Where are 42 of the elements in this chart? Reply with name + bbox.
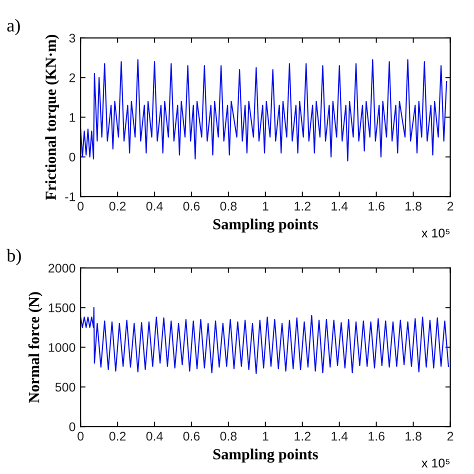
x-tick-label: 1.4 [332,432,348,441]
y-tick-label: 2 [69,73,76,82]
x-tick-label: 1.8 [406,202,422,211]
x-tick-label: 1.4 [332,202,348,210]
x-tick-label: 1.8 [406,432,422,441]
x-tick-label: 0.4 [146,432,163,441]
y-tick-label: -1 [65,192,76,202]
x-tick-label: 0 [78,202,84,211]
x-tick-label: 0.8 [220,432,237,441]
x-tick-label: 0.8 [220,202,237,211]
x-tick-label: 0.2 [109,202,126,211]
x-axis-title: Sampling points [213,448,318,463]
x-tick-label: 2 [447,432,454,441]
y-tick-label: 500 [55,382,76,392]
text: b) [6,248,21,266]
x-tick-label: 1 [262,202,268,210]
x-axis-title: Sampling points [213,218,318,233]
y-axis-title: Frictional torque (KN·m) [45,34,60,200]
line-series [80,59,448,162]
text: x 10⁵ [422,228,450,238]
x-tick-label: 0.6 [183,202,200,211]
y-tick-label: 1500 [48,303,76,312]
x-tick-label: 0.6 [183,432,200,441]
text: a) [7,18,20,36]
x-tick-label: 1.6 [368,202,384,211]
y-tick-label: 1000 [48,343,76,352]
x-tick-label: 1.6 [368,432,384,441]
x-tick-label: 1.2 [294,202,310,210]
x-tick-label: 0 [78,432,84,441]
y-tick-label: 3 [69,34,76,43]
y-tick-label: 2000 [48,264,76,273]
y-tick-label: 1 [70,113,76,122]
x-tick-label: 1 [262,432,268,441]
line-series [80,307,450,374]
y-tick-label: 0 [69,152,76,162]
y-axis-title: Normal force (N) [28,292,42,403]
x-tick-label: 0.2 [109,432,126,441]
y-tick-label: 0 [69,422,76,432]
x-tick-label: 0.4 [146,202,163,211]
x-tick-label: 2 [447,202,454,210]
x-tick-label: 1.2 [294,432,310,441]
text: x 10⁵ [422,458,450,468]
